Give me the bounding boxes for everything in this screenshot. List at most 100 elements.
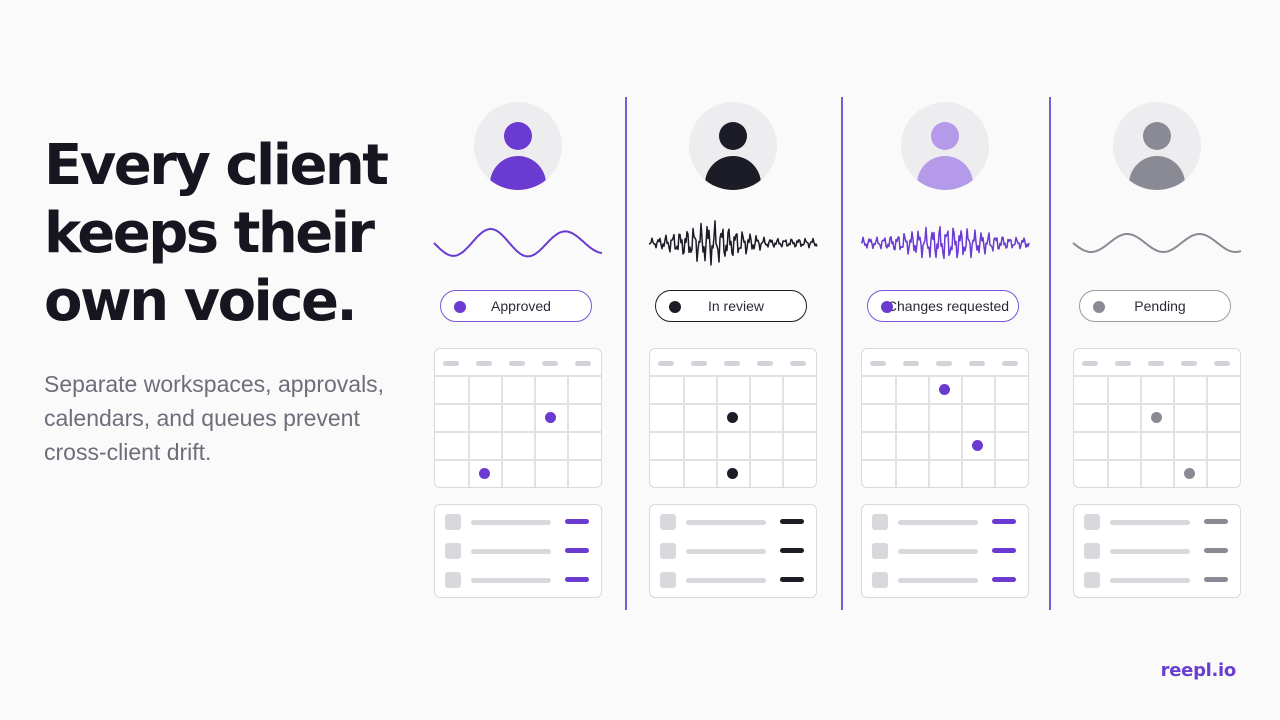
avatar-body	[705, 156, 761, 190]
queue-item[interactable]	[1074, 543, 1240, 559]
calendar-weekday-header	[1074, 361, 1240, 367]
status-badge[interactable]: Pending	[1079, 290, 1231, 322]
calendar-event-dot[interactable]	[1184, 467, 1195, 479]
avatar-body	[490, 156, 546, 190]
calendar-event-dot[interactable]	[727, 467, 738, 479]
calendar-grid	[862, 375, 1028, 487]
calendar-row-line	[862, 459, 1028, 461]
queue-status-mark	[780, 548, 804, 553]
headline: Every client keeps their own voice.	[44, 132, 404, 336]
status-badge[interactable]: In review	[655, 290, 807, 322]
voice-waveform-icon	[1072, 233, 1242, 253]
weekday-placeholder	[757, 361, 773, 366]
weekday-placeholder	[903, 361, 919, 366]
queue-thumbnail	[445, 514, 461, 530]
status-dot-icon	[881, 301, 893, 313]
avatar-icon	[474, 102, 562, 190]
queue-item[interactable]	[650, 572, 816, 588]
content-calendar	[861, 348, 1029, 488]
queue-thumbnail	[1084, 572, 1100, 588]
avatar-icon	[689, 102, 777, 190]
weekday-placeholder	[542, 361, 558, 366]
calendar-event-dot[interactable]	[727, 411, 738, 423]
client-column: In review	[648, 100, 818, 600]
calendar-column-line	[994, 375, 996, 487]
post-queue	[649, 504, 817, 598]
column-divider	[625, 97, 627, 610]
queue-item[interactable]	[435, 543, 601, 559]
calendar-event-dot[interactable]	[479, 467, 490, 479]
queue-thumbnail	[1084, 514, 1100, 530]
subtitle-line: calendars, and queues prevent	[44, 405, 360, 431]
calendar-column-line	[1107, 375, 1109, 487]
calendar-column-line	[534, 375, 536, 487]
calendar-row-line	[1074, 375, 1240, 377]
calendar-grid	[435, 375, 601, 487]
queue-text-placeholder	[1110, 520, 1190, 525]
queue-status-mark	[992, 577, 1016, 582]
client-column: Pending	[1072, 100, 1242, 600]
weekday-placeholder	[1082, 361, 1098, 366]
calendar-column-line	[961, 375, 963, 487]
avatar-body	[1129, 156, 1185, 190]
post-queue	[861, 504, 1029, 598]
status-badge[interactable]: Changes requested	[867, 290, 1019, 322]
calendar-event-dot[interactable]	[939, 383, 950, 395]
calendar-column-line	[928, 375, 930, 487]
calendar-row-line	[435, 459, 601, 461]
queue-item[interactable]	[862, 514, 1028, 530]
weekday-placeholder	[1214, 361, 1230, 366]
calendar-row-line	[862, 375, 1028, 377]
queue-thumbnail	[445, 543, 461, 559]
weekday-placeholder	[724, 361, 740, 366]
waveform-line	[433, 228, 603, 258]
queue-status-mark	[1204, 519, 1228, 524]
calendar-row-line	[435, 431, 601, 433]
queue-item[interactable]	[650, 514, 816, 530]
avatar-head	[719, 122, 747, 150]
calendar-event-dot[interactable]	[1151, 411, 1162, 423]
calendar-weekday-header	[862, 361, 1028, 367]
queue-text-placeholder	[471, 578, 551, 583]
calendar-weekday-header	[650, 361, 816, 367]
queue-item[interactable]	[435, 572, 601, 588]
voice-waveform-icon	[860, 226, 1030, 260]
avatar-icon	[901, 102, 989, 190]
queue-text-placeholder	[898, 549, 978, 554]
weekday-placeholder	[476, 361, 492, 366]
calendar-grid	[650, 375, 816, 487]
calendar-event-dot[interactable]	[972, 439, 983, 451]
queue-text-placeholder	[686, 549, 766, 554]
calendar-column-line	[501, 375, 503, 487]
calendar-row-line	[650, 375, 816, 377]
queue-item[interactable]	[862, 543, 1028, 559]
weekday-placeholder	[1181, 361, 1197, 366]
queue-text-placeholder	[1110, 578, 1190, 583]
status-label: In review	[707, 298, 765, 314]
status-label: Approved	[491, 298, 551, 314]
calendar-row-line	[435, 375, 601, 377]
content-calendar	[1073, 348, 1241, 488]
calendar-column-line	[895, 375, 897, 487]
queue-item[interactable]	[1074, 514, 1240, 530]
queue-status-mark	[565, 548, 589, 553]
queue-item[interactable]	[435, 514, 601, 530]
status-badge[interactable]: Approved	[440, 290, 592, 322]
calendar-event-dot[interactable]	[545, 411, 556, 423]
headline-line: Every client	[44, 133, 389, 198]
queue-item[interactable]	[862, 572, 1028, 588]
queue-item[interactable]	[1074, 572, 1240, 588]
queue-thumbnail	[660, 543, 676, 559]
weekday-placeholder	[1148, 361, 1164, 366]
queue-item[interactable]	[650, 543, 816, 559]
calendar-row-line	[1074, 459, 1240, 461]
weekday-placeholder	[509, 361, 525, 366]
calendar-column-line	[683, 375, 685, 487]
avatar-head	[1143, 122, 1171, 150]
calendar-row-line	[862, 431, 1028, 433]
queue-text-placeholder	[898, 520, 978, 525]
status-dot-icon	[1093, 301, 1105, 313]
headline-line: own voice.	[44, 269, 358, 334]
weekday-placeholder	[1002, 361, 1018, 366]
weekday-placeholder	[575, 361, 591, 366]
